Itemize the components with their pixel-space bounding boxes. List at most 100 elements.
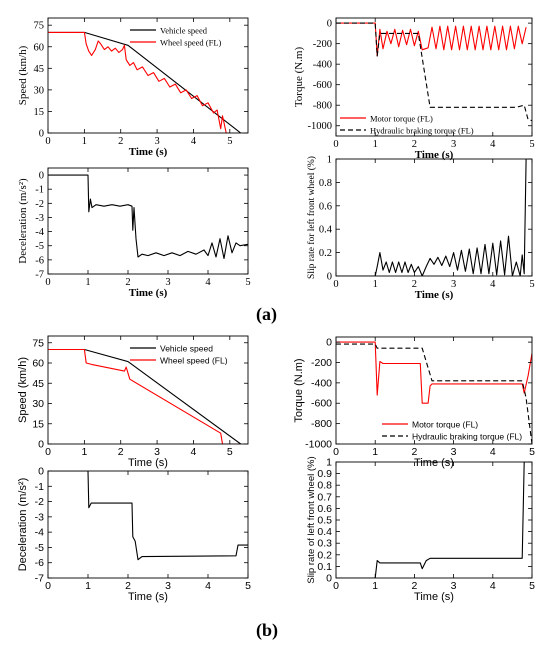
y-tick-label: -400: [313, 60, 332, 71]
y-tick-label: 0.9: [317, 468, 332, 480]
chart-a-decel: 0 1 2 3 4 5 0 -1 -2 -3 -4 -5 -6 -7 Time (s) Deceleratio…: [17, 167, 251, 299]
legend-label: Wheel speed (FL): [160, 356, 228, 366]
y-tick-label: -4: [35, 527, 44, 539]
y-tick-label: 0: [326, 573, 332, 585]
y-tick-label: 0.2: [319, 248, 332, 259]
y-tick-label: 0: [327, 19, 332, 30]
plot-frame: [47, 470, 249, 579]
x-axis-label: Time (s): [129, 146, 168, 158]
legend: Motor torque (FL) Hydraulic braking torqu…: [340, 114, 474, 136]
x-axis-label: Time (s): [414, 591, 454, 603]
x-tick-label: 5: [529, 279, 534, 290]
y-tick-label: 0.4: [319, 225, 333, 236]
x-tick-label: 3: [154, 136, 159, 147]
x-tick-label: 2: [125, 580, 131, 592]
y-tick-label: -600: [313, 80, 332, 91]
x-tick-label: 2: [411, 580, 417, 592]
chart-b-decel: 0 1 2 3 4 5 0 -1 -2 -3 -4 -5 -6 -7 Time (s) Deceleratio…: [17, 466, 251, 604]
plot-frame: [47, 17, 249, 134]
legend: Motor torque (FL) Hydraulic braking torqu…: [382, 420, 522, 442]
x-tick-label: 5: [245, 277, 250, 288]
x-tick-label: 4: [191, 446, 197, 458]
x-tick-label: 1: [372, 580, 378, 592]
y-tick-label: 0.8: [319, 178, 332, 189]
x-tick-label: 3: [451, 580, 457, 592]
legend-label: Vehicle speed: [160, 344, 213, 354]
panel-label-b: (b): [256, 620, 278, 640]
y-tick-label: 45: [32, 378, 44, 390]
series-line-data: [336, 462, 532, 578]
x-tick-label: 3: [165, 580, 171, 592]
x-tick-label: 0: [45, 446, 51, 458]
y-tick-label: 45: [34, 64, 45, 75]
series-line-data: [48, 174, 248, 260]
x-tick-label: 1: [85, 277, 90, 288]
x-tick-label: 4: [490, 580, 496, 592]
x-tick-label: 2: [118, 136, 123, 147]
x-tick-label: 0: [45, 580, 51, 592]
y-tick-label: 0: [327, 272, 332, 283]
x-tick-label: 1: [82, 136, 87, 147]
x-axis-label: Time (s): [414, 457, 454, 469]
y-tick-label: -600: [311, 398, 332, 410]
y-tick-label: 0.3: [317, 538, 332, 550]
x-tick-label: 5: [529, 139, 534, 150]
y-tick-label: -1: [35, 185, 44, 196]
y-tick-label: 60: [32, 358, 44, 370]
y-tick-label: 15: [34, 107, 45, 118]
x-tick-label: 5: [529, 446, 535, 458]
x-tick-label: 0: [333, 139, 338, 150]
x-tick-label: 4: [191, 136, 197, 147]
y-tick-label: -1: [35, 481, 44, 493]
x-tick-label: 5: [227, 136, 232, 147]
y-tick-label: -5: [35, 542, 44, 554]
x-tick-label: 3: [154, 446, 160, 458]
x-tick-label: 0: [45, 136, 50, 147]
plot-frame: [335, 461, 533, 579]
y-tick-label: -7: [35, 573, 44, 585]
x-axis-label: Time (s): [415, 149, 454, 161]
y-tick-label: 0.6: [317, 503, 332, 515]
x-tick-label: 1: [85, 580, 91, 592]
x-tick-label: 4: [490, 139, 496, 150]
y-tick-label: 0.6: [319, 201, 332, 212]
x-tick-label: 4: [205, 580, 211, 592]
x-tick-label: 3: [165, 277, 170, 288]
y-tick-label: 0.7: [317, 491, 332, 503]
x-tick-label: 1: [373, 139, 378, 150]
y-tick-label: -400: [311, 377, 332, 389]
y-tick-label: 0.4: [317, 526, 332, 538]
legend: Vehicle speed Wheel speed (FL): [130, 344, 228, 366]
x-tick-label: 0: [333, 446, 339, 458]
y-tick-label: 0: [39, 129, 44, 140]
y-tick-label: 0.2: [317, 549, 332, 561]
series-line-motor-torque-fl: [336, 341, 532, 404]
y-tick-label: 0.5: [317, 515, 332, 527]
x-tick-label: 4: [205, 277, 211, 288]
y-tick-label: 0.1: [317, 561, 332, 573]
x-tick-label: 2: [118, 446, 124, 458]
series-line-hydraulic-braking-torque-fl: [336, 343, 532, 444]
legend-label: Vehicle speed: [160, 26, 208, 36]
chart-a-slip: 0 1 2 3 4 5 0 0.2 0.4 0.6 0.8 1 Time (s) Slip rate fo…: [306, 155, 535, 302]
y-tick-label: 0: [326, 337, 332, 349]
x-tick-label: 1: [81, 446, 87, 458]
y-tick-label: -1000: [308, 121, 333, 132]
legend-label: Wheel speed (FL): [160, 38, 222, 48]
legend-label: Motor torque (FL): [412, 420, 478, 430]
x-tick-label: 0: [45, 277, 50, 288]
y-tick-label: -3: [35, 213, 44, 224]
y-tick-label: -2: [35, 496, 44, 508]
series-line-wheel-speed-fl: [48, 31, 230, 133]
x-axis-label: Time (s): [415, 289, 454, 301]
legend-label: Hydraulic braking torque (FL): [412, 432, 522, 442]
y-tick-label: 0.8: [317, 480, 332, 492]
legend-label: Motor torque (FL): [370, 114, 433, 124]
y-tick-label: -5: [35, 241, 44, 252]
y-tick-label: 0: [38, 439, 44, 451]
y-axis-label: Torque (N.m): [293, 358, 305, 422]
plot-frame: [47, 167, 249, 275]
